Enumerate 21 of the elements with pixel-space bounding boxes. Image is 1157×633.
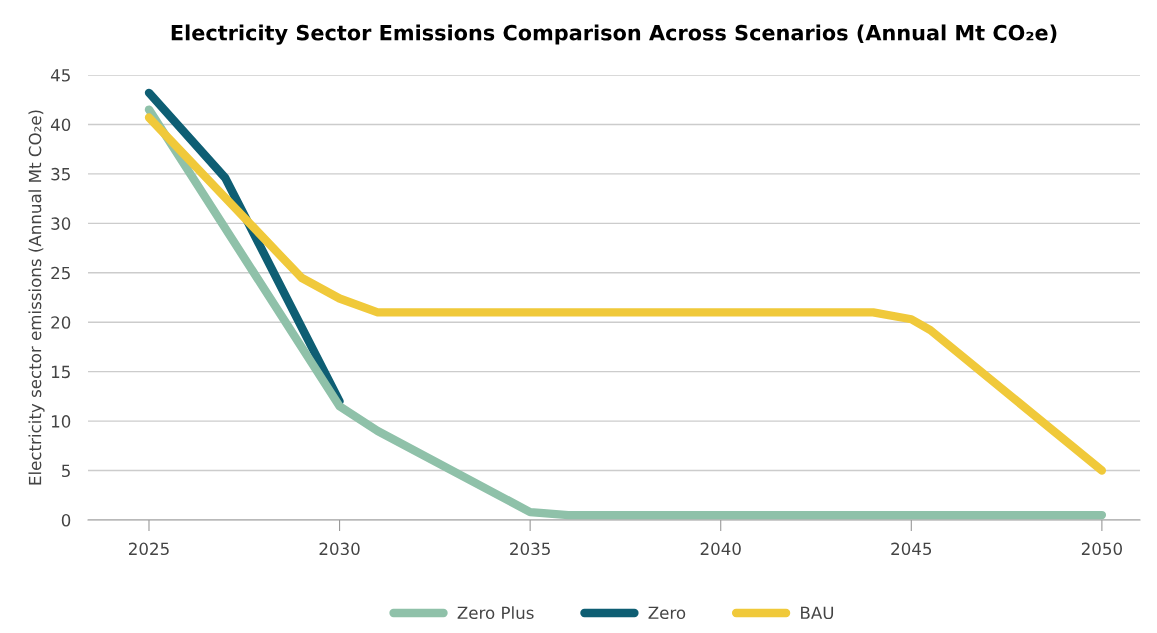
legend-label: Zero (648, 606, 686, 620)
y-tick-label: 30 (51, 217, 71, 230)
y-tick-label: 25 (51, 266, 70, 280)
legend-label: BAU (801, 606, 834, 620)
y-tick-label: 15 (51, 365, 70, 379)
x-tick-label: 2030 (319, 542, 360, 556)
legend-label: Zero Plus (457, 606, 534, 620)
x-tick-label: 2045 (891, 542, 932, 556)
y-tick-label: 20 (51, 316, 71, 329)
x-tick-label: 2035 (510, 542, 550, 556)
x-tick-label: 2025 (129, 542, 169, 556)
y-tick-label: 45 (50, 69, 70, 82)
y-tick-label: 40 (50, 118, 71, 132)
x-tick-label: 2050 (1081, 542, 1122, 556)
y-tick-label: 10 (51, 415, 71, 428)
y-tick-label: 0 (61, 513, 71, 527)
chart-title: Electricity Sector Emissions Comparison Across Scenarios (Annual Mt CO₂e) (171, 24, 1057, 45)
y-axis-title: Electricity sector emissions (Annual Mt CO₂e) (28, 110, 45, 485)
y-tick-label: 5 (62, 464, 70, 478)
y-tick-label: 35 (51, 167, 70, 181)
x-tick-label: 2040 (700, 542, 741, 556)
